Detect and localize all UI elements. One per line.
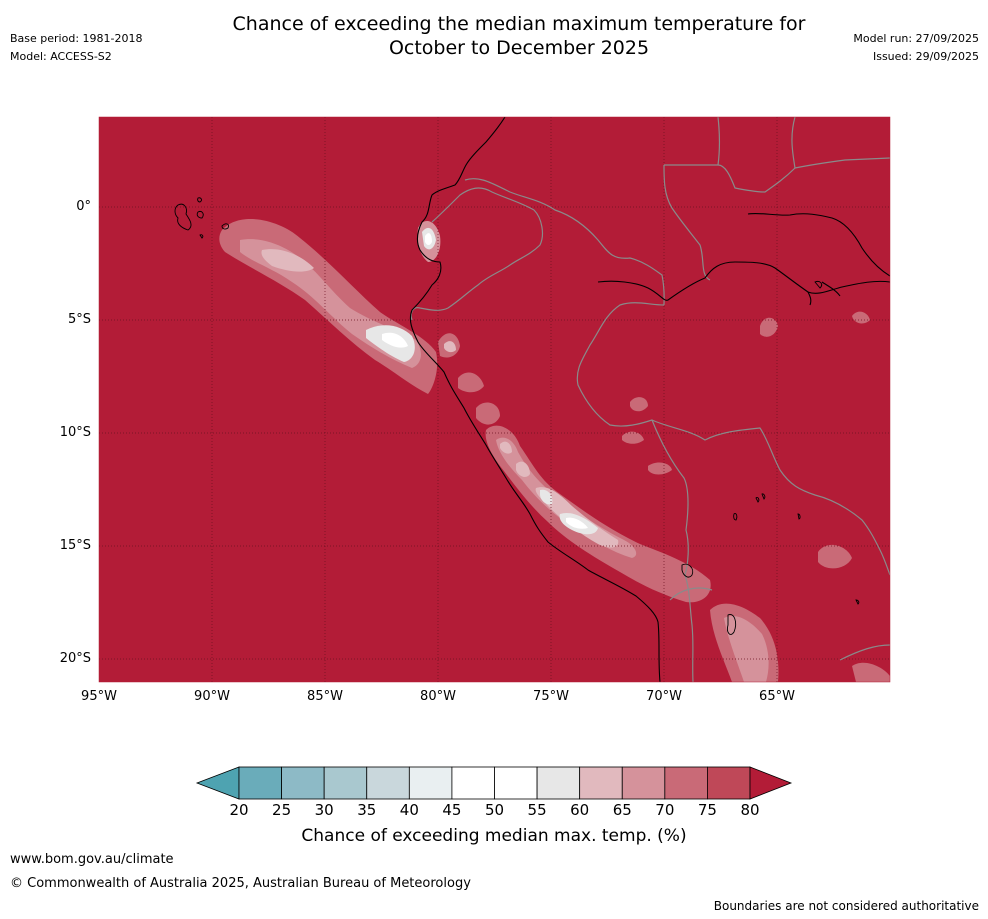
lat-label: 15°S [59, 538, 91, 553]
colorbar-segment [621, 766, 666, 800]
colorbar-tick-label: 60 [570, 801, 590, 819]
contour-patches [219, 218, 890, 682]
contour-guayaquil-50 [425, 233, 432, 245]
lon-label: 70°W [646, 689, 682, 704]
colorbar-segment [579, 766, 623, 800]
issued-date: Issued: 29/09/2025 [872, 50, 979, 63]
contour-south-b [724, 615, 769, 682]
colorbar-tick-label: 70 [655, 801, 675, 819]
lon-label: 80°W [420, 689, 456, 704]
boundaries-note: Boundaries are not considered authoritat… [713, 899, 979, 913]
colorbar-segment [664, 766, 708, 800]
contour-coast-d-60 [500, 441, 619, 548]
colorbar [195, 766, 793, 800]
lon-label: 85°W [307, 689, 343, 704]
colorbar-segment [238, 766, 282, 800]
colorbar-over-arrow [749, 766, 793, 800]
colorbar-segment [323, 766, 368, 800]
contour-inland-6 [818, 544, 852, 569]
contour-coast-d-55 [540, 489, 598, 535]
colorbar-tick-label: 40 [399, 801, 419, 819]
contour-inland-7 [852, 662, 890, 682]
islands [174, 197, 860, 635]
title-line-1: Chance of exceeding the median maximum t… [232, 13, 806, 35]
contour-coast-c [476, 402, 500, 425]
coastlines [409, 117, 890, 682]
meta-right: Model run: 27/09/2025 Issued: 29/09/2025 [853, 30, 979, 66]
contour-inland-2 [630, 397, 648, 412]
website-link[interactable]: www.bom.gov.au/climate [10, 852, 174, 867]
colorbar-segment [536, 766, 581, 800]
map-background [99, 117, 890, 682]
contour-coast-d-65 [496, 437, 637, 558]
contour-offshore-50 [382, 332, 408, 348]
lon-label: 90°W [194, 689, 230, 704]
contour-coast-b [458, 372, 484, 393]
contour-inland-4 [648, 462, 672, 475]
colorbar-tick-label: 50 [484, 801, 505, 819]
model-name: Model: ACCESS-S2 [10, 50, 112, 63]
contour-inland-3 [622, 431, 644, 444]
lon-label: 65°W [759, 689, 795, 704]
colorbar-tick-label: 65 [612, 801, 632, 819]
lon-label: 95°W [81, 689, 117, 704]
colorbar-tick-label: 25 [272, 801, 292, 819]
colorbar-tick-label: 55 [527, 801, 547, 819]
contour-coast-a-inner [444, 341, 456, 353]
contour-offshore-60 [261, 249, 314, 272]
lat-label: 5°S [67, 312, 91, 327]
copyright-notice: © Commonwealth of Australia 2025, Austra… [10, 876, 471, 891]
colorbar-tick-label: 45 [442, 801, 462, 819]
lat-label: 10°S [59, 425, 91, 440]
colorbar-tick-label: 75 [697, 801, 717, 819]
lat-label: 0° [76, 199, 91, 214]
colorbar-ticks: 20 25 30 35 40 45 50 55 60 65 70 75 80 [0, 801, 988, 821]
contour-coast-d-50 [566, 517, 588, 529]
colorbar-label: Chance of exceeding median max. temp. (%… [301, 826, 687, 846]
colorbar-segment [451, 766, 495, 800]
colorbar-segment [366, 766, 410, 800]
colorbar-segment [494, 766, 538, 800]
chart-title: Chance of exceeding the median maximum t… [0, 12, 988, 60]
colorbar-segment [707, 766, 751, 800]
lat-label: 20°S [59, 651, 91, 666]
base-period: Base period: 1981-2018 [10, 32, 143, 45]
graticule [99, 117, 890, 682]
colorbar-under-arrow [195, 766, 240, 800]
colorbar-tick-label: 35 [357, 801, 377, 819]
colorbar-tick-label: 20 [229, 801, 249, 819]
contour-inland-1 [760, 317, 778, 337]
contour-coast-d [485, 425, 711, 603]
colorbar-segment [408, 766, 453, 800]
colorbar-tick-label: 30 [314, 801, 334, 819]
lon-label: 75°W [533, 689, 569, 704]
model-run: Model run: 27/09/2025 [853, 32, 979, 45]
colorbar-tick-label: 80 [740, 801, 760, 819]
title-line-2: October to December 2025 [388, 37, 650, 59]
colorbar-segment [281, 766, 325, 800]
contour-inland-5 [852, 311, 870, 324]
meta-left: Base period: 1981-2018 Model: ACCESS-S2 [10, 30, 142, 66]
national-borders [410, 117, 890, 682]
